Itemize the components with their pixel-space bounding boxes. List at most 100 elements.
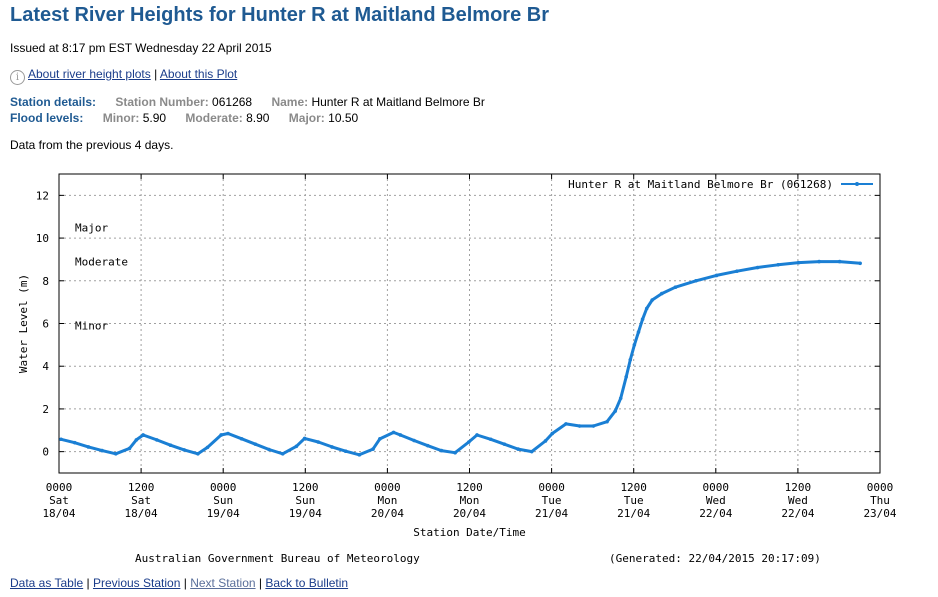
flood-marker-major: Major bbox=[75, 221, 108, 234]
data-point bbox=[673, 285, 678, 289]
x-tick-day: Thu bbox=[870, 494, 890, 507]
separator: | bbox=[154, 67, 158, 81]
data-as-table-link[interactable]: Data as Table bbox=[10, 576, 84, 590]
data-point bbox=[378, 437, 382, 441]
station-name: Hunter R at Maitland Belmore Br bbox=[311, 95, 485, 109]
data-point bbox=[550, 431, 555, 436]
x-tick-day: Mon bbox=[377, 494, 397, 507]
x-tick-day: Tue bbox=[624, 494, 644, 507]
help-links: i About river height plots | About this P… bbox=[10, 67, 237, 85]
data-point bbox=[529, 449, 534, 454]
back-to-bulletin-link[interactable]: Back to Bulletin bbox=[265, 576, 349, 590]
chart-credit: Australian Government Bureau of Meteorol… bbox=[135, 552, 420, 565]
data-point bbox=[776, 262, 780, 267]
flood-marker-moderate: Moderate bbox=[75, 256, 128, 269]
data-point bbox=[439, 448, 444, 453]
data-point bbox=[267, 447, 271, 452]
data-point bbox=[543, 439, 548, 443]
x-tick-time: 0000 bbox=[703, 481, 730, 494]
data-point bbox=[516, 447, 520, 451]
about-this-plot-link[interactable]: About this Plot bbox=[159, 67, 238, 81]
next-station-link[interactable]: Next Station bbox=[190, 576, 256, 590]
major-value: 10.50 bbox=[328, 111, 359, 125]
data-point bbox=[618, 396, 623, 401]
data-point bbox=[196, 451, 200, 456]
data-point bbox=[316, 440, 321, 444]
data-period-note: Data from the previous 4 days. bbox=[10, 138, 174, 152]
station-details-label: Station details: bbox=[10, 95, 97, 109]
data-point bbox=[817, 259, 821, 264]
y-tick-label: 8 bbox=[42, 275, 49, 288]
river-height-chart: 0246810120000Sat18/041200Sat18/040000Sun… bbox=[17, 173, 897, 565]
data-point bbox=[577, 424, 582, 428]
station-details-row: Station details: Station Number: 061268 … bbox=[10, 94, 485, 110]
x-tick-date: 23/04 bbox=[863, 507, 896, 520]
station-name-key: Name: bbox=[271, 95, 309, 109]
data-point bbox=[425, 443, 430, 448]
data-point bbox=[205, 445, 210, 450]
data-point bbox=[141, 433, 145, 437]
data-point bbox=[100, 448, 104, 453]
previous-station-link[interactable]: Previous Station bbox=[92, 576, 181, 590]
data-point bbox=[858, 261, 862, 266]
data-point bbox=[735, 269, 739, 273]
data-point bbox=[564, 422, 568, 426]
x-tick-day: Sun bbox=[295, 494, 315, 507]
separator: | bbox=[183, 576, 187, 590]
data-point bbox=[182, 448, 187, 452]
data-point bbox=[294, 444, 299, 449]
x-tick-time: 1200 bbox=[128, 481, 155, 494]
x-tick-date: 19/04 bbox=[207, 507, 240, 520]
x-tick-date: 22/04 bbox=[781, 507, 814, 520]
separator: | bbox=[86, 576, 90, 590]
x-tick-day: Tue bbox=[542, 494, 562, 507]
data-point bbox=[134, 438, 139, 442]
station-details: Station details: Station Number: 061268 … bbox=[10, 94, 485, 126]
data-point bbox=[467, 440, 471, 444]
x-tick-day: Wed bbox=[706, 494, 726, 507]
data-point bbox=[475, 433, 479, 437]
x-tick-time: 1200 bbox=[785, 481, 812, 494]
data-point bbox=[155, 438, 159, 442]
x-tick-day: Sat bbox=[49, 494, 69, 507]
x-tick-date: 18/04 bbox=[125, 507, 158, 520]
x-tick-day: Sat bbox=[131, 494, 151, 507]
data-point bbox=[650, 298, 654, 302]
data-point bbox=[605, 419, 609, 424]
data-point bbox=[613, 409, 618, 413]
data-point bbox=[330, 445, 334, 449]
y-tick-label: 2 bbox=[42, 403, 49, 416]
data-point bbox=[113, 451, 118, 456]
about-river-height-plots-link[interactable]: About river height plots bbox=[28, 67, 151, 81]
x-tick-day: Sun bbox=[213, 494, 233, 507]
station-number-key: Station Number: bbox=[115, 95, 209, 109]
data-point bbox=[127, 446, 132, 451]
data-point bbox=[632, 343, 637, 347]
moderate-value: 8.90 bbox=[246, 111, 270, 125]
legend-marker bbox=[855, 182, 859, 186]
x-tick-date: 20/04 bbox=[453, 507, 486, 520]
x-tick-date: 21/04 bbox=[535, 507, 568, 520]
legend-label: Hunter R at Maitland Belmore Br (061268) bbox=[568, 178, 833, 191]
y-tick-label: 6 bbox=[42, 318, 49, 331]
x-tick-time: 0000 bbox=[210, 481, 237, 494]
data-point bbox=[280, 451, 285, 456]
flood-marker-minor: Minor bbox=[75, 320, 108, 333]
data-point bbox=[59, 437, 63, 442]
x-tick-time: 1200 bbox=[292, 481, 319, 494]
y-tick-label: 4 bbox=[42, 360, 49, 373]
data-point bbox=[398, 433, 403, 437]
data-point bbox=[796, 260, 801, 265]
data-point bbox=[72, 440, 77, 445]
footer-links: Data as Table | Previous Station | Next … bbox=[10, 576, 348, 590]
data-point bbox=[624, 375, 628, 379]
data-point bbox=[391, 430, 396, 435]
flood-levels-row: Flood levels: Minor: 5.90 Moderate: 8.90… bbox=[10, 110, 485, 126]
data-point bbox=[591, 424, 596, 428]
data-point bbox=[488, 437, 493, 442]
data-point bbox=[253, 442, 258, 446]
x-tick-day: Wed bbox=[788, 494, 808, 507]
data-point bbox=[302, 436, 307, 441]
y-tick-label: 10 bbox=[36, 232, 49, 245]
x-tick-time: 0000 bbox=[46, 481, 73, 494]
